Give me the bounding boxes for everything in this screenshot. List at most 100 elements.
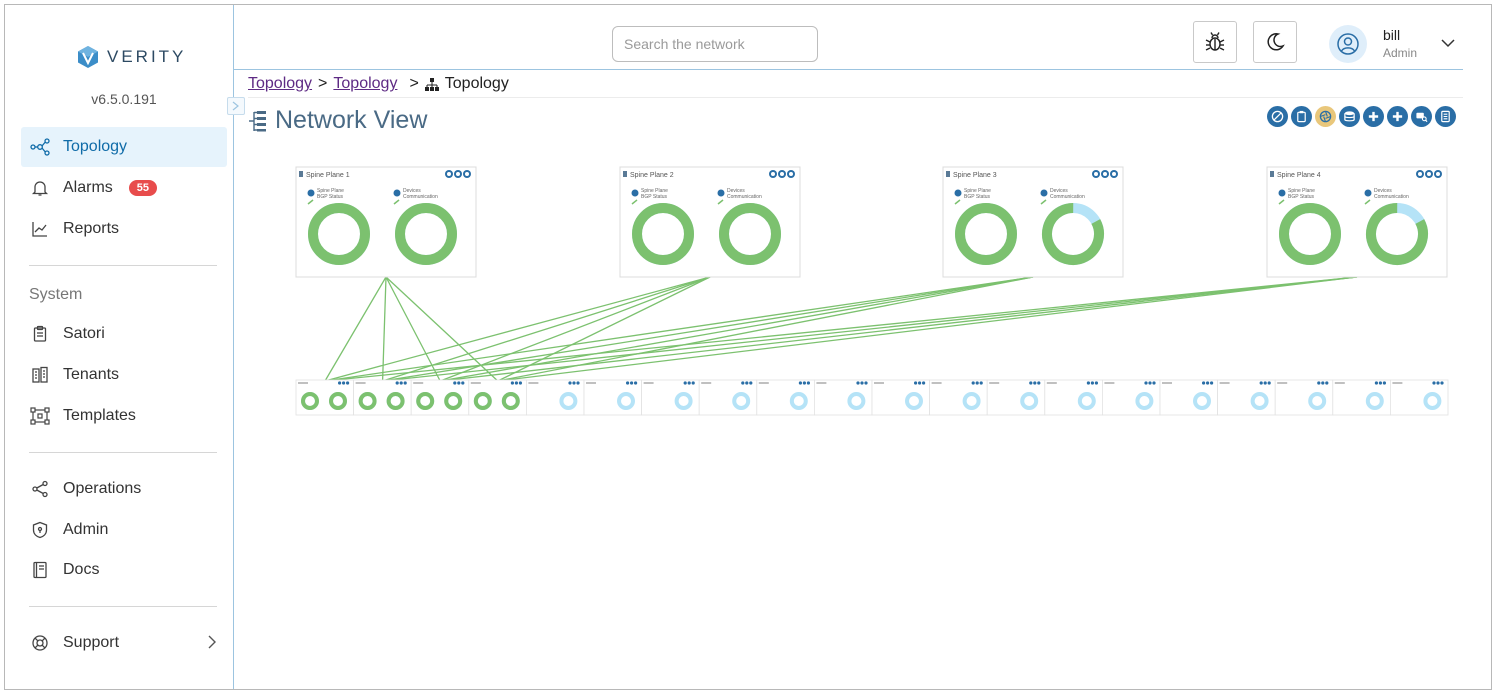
- pod-action-icon: [510, 381, 514, 385]
- logo-text: VERITY: [107, 47, 187, 66]
- sidebar-item-templates[interactable]: Templates: [21, 396, 227, 436]
- pod-card[interactable]: [1044, 379, 1103, 416]
- card-action-icon[interactable]: [463, 170, 471, 178]
- card-action-icon[interactable]: [1110, 170, 1118, 178]
- shield-icon: [29, 519, 51, 541]
- add-device-button[interactable]: [1387, 106, 1408, 127]
- pod-donut: [1423, 392, 1442, 410]
- pod-card[interactable]: [1332, 379, 1391, 416]
- donut-ok-arc: [501, 392, 520, 410]
- pod-action-icon: [630, 381, 634, 385]
- donut-track: [732, 392, 751, 410]
- pod-card[interactable]: [468, 379, 527, 416]
- sidebar-item-label: Topology: [63, 138, 128, 155]
- pod-donut: [386, 392, 405, 410]
- pod-header: [413, 382, 424, 384]
- pod-action-icon: [806, 381, 811, 385]
- pod-card[interactable]: [986, 379, 1046, 416]
- report-button[interactable]: [1435, 106, 1456, 127]
- page-title-row: Network View: [249, 106, 427, 135]
- pod-action-icon: [576, 381, 580, 385]
- pod-donut: [416, 392, 435, 410]
- card-action-icon[interactable]: [1434, 170, 1442, 178]
- sidebar-item-support[interactable]: Support: [21, 623, 227, 663]
- pod-card[interactable]: [1274, 379, 1334, 416]
- pod-action-icon: [749, 381, 753, 385]
- shutter-button[interactable]: [1315, 106, 1336, 127]
- sidebar-item-admin[interactable]: Admin: [21, 510, 227, 550]
- pod-card[interactable]: [929, 379, 988, 416]
- card-action-icon[interactable]: [769, 170, 777, 178]
- sidebar-item-satori[interactable]: Satori: [21, 314, 227, 354]
- pod-card[interactable]: [698, 379, 758, 416]
- pod-card[interactable]: [583, 379, 642, 416]
- pod-action-icon: [461, 381, 465, 385]
- pod-card[interactable]: [1390, 379, 1449, 416]
- page-title: Network View: [275, 106, 428, 134]
- sidebar-item-label: Support: [63, 634, 120, 651]
- search-input[interactable]: [612, 26, 818, 62]
- donut-track: [1135, 392, 1154, 410]
- sidebar-item-topology[interactable]: Topology: [21, 127, 227, 167]
- chevron-down-icon[interactable]: [1441, 35, 1455, 53]
- pod-card[interactable]: [1102, 379, 1161, 416]
- logo[interactable]: VERITY: [77, 45, 186, 69]
- pod-card[interactable]: [814, 379, 873, 416]
- status-dot-icon: [393, 189, 401, 197]
- card-action-icon[interactable]: [1101, 170, 1109, 178]
- sidebar-item-operations[interactable]: Operations: [21, 469, 227, 509]
- breadcrumb-link[interactable]: Topology: [333, 75, 398, 92]
- pod-card[interactable]: [295, 379, 354, 416]
- breadcrumb-link[interactable]: Topology: [248, 75, 313, 92]
- search-devices-button[interactable]: [1411, 106, 1432, 127]
- pod-donut: [329, 392, 347, 410]
- pod-action-icon: [1267, 381, 1271, 385]
- sidebar-item-docs[interactable]: Docs: [21, 550, 227, 590]
- card-action-icon[interactable]: [445, 170, 453, 178]
- user-menu[interactable]: bill Admin: [1329, 25, 1455, 63]
- bug-report-button[interactable]: [1193, 21, 1237, 63]
- add-button[interactable]: [1363, 106, 1384, 127]
- pod-action-icon: [1144, 381, 1148, 385]
- donut-track: [617, 392, 635, 410]
- network-tree-icon: [249, 110, 266, 131]
- pod-action-icon: [1152, 381, 1156, 385]
- card-action-icon[interactable]: [1425, 170, 1433, 178]
- no-filter-button[interactable]: [1267, 106, 1288, 127]
- pod-card[interactable]: [756, 379, 815, 416]
- templates-icon: [29, 405, 51, 427]
- pod-card[interactable]: [526, 379, 585, 416]
- pod-action-icon: [860, 381, 864, 385]
- plus-icon: [1368, 111, 1379, 122]
- card-action-icon[interactable]: [454, 170, 462, 178]
- sidebar-item-label: Alarms: [63, 179, 113, 196]
- top-header: bill Admin: [234, 5, 1463, 70]
- pod-card[interactable]: [353, 379, 412, 416]
- sidebar-collapse-toggle[interactable]: [227, 97, 245, 115]
- card-action-icon[interactable]: [1092, 170, 1100, 178]
- sidebar-item-reports[interactable]: Reports: [21, 209, 227, 249]
- database-button[interactable]: [1339, 106, 1360, 127]
- sidebar-item-alarms[interactable]: Alarms 55: [21, 168, 227, 208]
- card-action-icon[interactable]: [778, 170, 786, 178]
- dark-mode-toggle[interactable]: [1253, 21, 1297, 63]
- moon-icon: [1267, 33, 1285, 51]
- pod-card[interactable]: [1159, 379, 1218, 416]
- card-action-icon[interactable]: [1416, 170, 1424, 178]
- pod-card[interactable]: [410, 379, 470, 416]
- pod-card[interactable]: [641, 379, 700, 416]
- pod-donut: [358, 392, 377, 410]
- pod-action-icon: [1436, 381, 1440, 385]
- card-action-icon[interactable]: [787, 170, 795, 178]
- pod-card[interactable]: [871, 379, 930, 416]
- pod-action-icon: [1440, 381, 1444, 385]
- clipboard-button[interactable]: [1291, 106, 1312, 127]
- spine-plane-name: Spine Plane 1: [306, 172, 350, 179]
- pod-card[interactable]: [1217, 379, 1276, 416]
- sidebar-item-tenants[interactable]: Tenants: [21, 355, 227, 395]
